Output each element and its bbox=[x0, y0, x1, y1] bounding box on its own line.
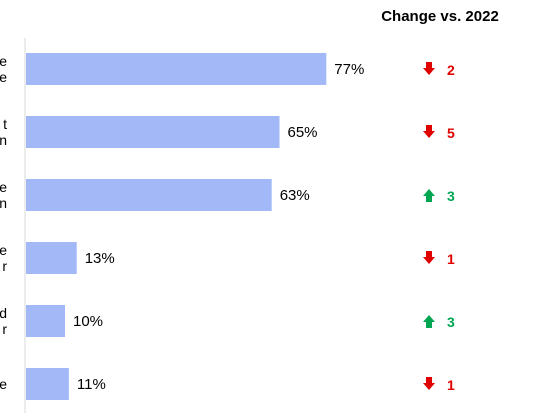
change-value: 5 bbox=[447, 125, 455, 141]
data-label: 11% bbox=[77, 376, 106, 393]
arrow-up-icon bbox=[423, 189, 435, 202]
change-value: 3 bbox=[447, 314, 455, 330]
bar bbox=[26, 242, 77, 274]
arrow-down-icon bbox=[423, 125, 435, 138]
change-column-header: Change vs. 2022 bbox=[381, 8, 499, 25]
arrow-down-icon bbox=[423, 251, 435, 264]
bar bbox=[26, 305, 65, 337]
data-label: 77% bbox=[334, 61, 364, 78]
data-label: 13% bbox=[85, 250, 115, 267]
bar bbox=[26, 116, 280, 148]
category-label: e bbox=[0, 376, 7, 392]
data-label: 10% bbox=[73, 313, 103, 330]
change-value: 2 bbox=[447, 62, 455, 78]
change-value: 1 bbox=[447, 377, 455, 393]
bar bbox=[26, 53, 327, 85]
bar bbox=[26, 179, 272, 211]
change-value: 1 bbox=[447, 251, 455, 267]
data-label: 63% bbox=[280, 187, 310, 204]
bar bbox=[26, 368, 69, 400]
arrow-up-icon bbox=[423, 315, 435, 328]
arrow-down-icon bbox=[423, 377, 435, 390]
data-label: 65% bbox=[288, 124, 318, 141]
arrow-down-icon bbox=[423, 62, 435, 75]
change-value: 3 bbox=[447, 188, 455, 204]
